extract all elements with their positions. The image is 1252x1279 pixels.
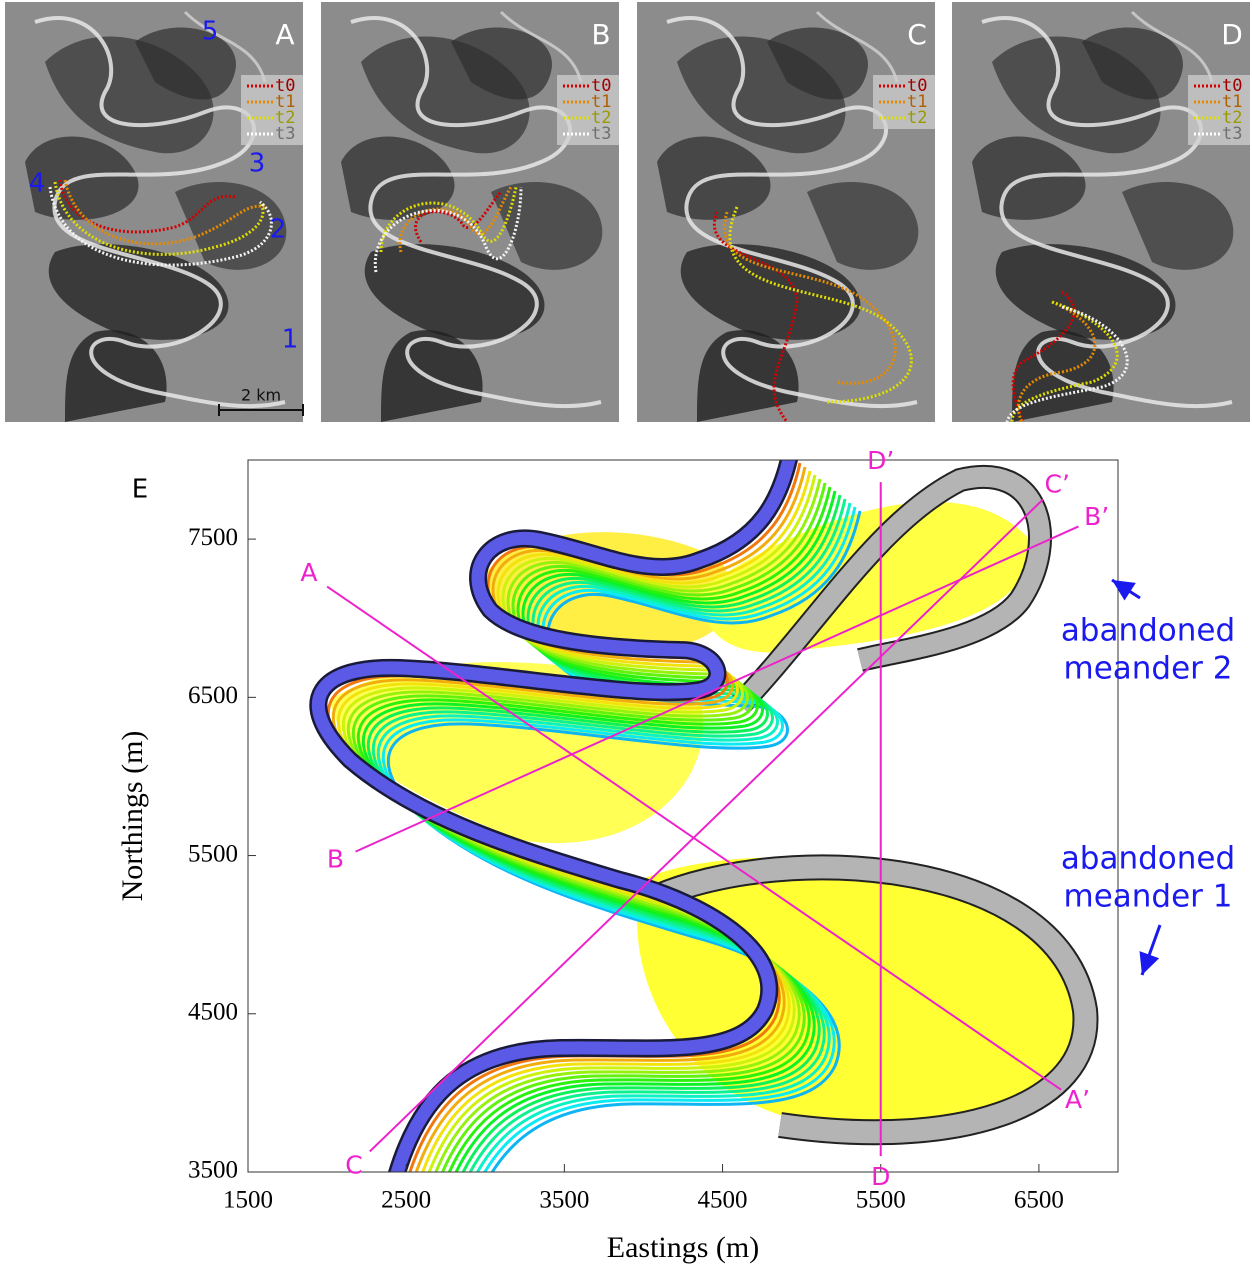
- migration-line: [377, 502, 852, 1172]
- section-label: D: [871, 1162, 890, 1191]
- axes-box: [247, 459, 1119, 1173]
- x-axis-title: Eastings (m): [607, 1231, 759, 1264]
- legend-label: t2: [907, 108, 927, 128]
- y-tick-label: 6500: [188, 682, 238, 709]
- abandoned-meander: [634, 856, 1097, 1144]
- channel-trace: [713, 211, 799, 423]
- migration-line: [337, 470, 812, 1172]
- section-label: D’: [867, 446, 894, 475]
- channel: [312, 460, 796, 1172]
- channel-trace: [379, 186, 518, 253]
- arrow-head: [1112, 580, 1136, 601]
- site-number: 4: [29, 169, 46, 199]
- migration-line: [367, 494, 842, 1172]
- legend-label: t2: [275, 108, 295, 128]
- x-tick-label: 4500: [698, 1187, 748, 1214]
- annotation: abandoned: [1061, 841, 1235, 877]
- legend-label: t2: [591, 108, 611, 128]
- migration-line: [387, 510, 862, 1172]
- panel-e: 1500 2500 3500 4500 5500 6500 3500 4500 5500 6500…: [116, 446, 1235, 1264]
- site-number: 2: [270, 215, 287, 245]
- legend-label: t1: [907, 92, 927, 112]
- satellite-image: [321, 2, 619, 422]
- legend-label: t0: [591, 76, 611, 96]
- x-tick-label: 6500: [1014, 1187, 1064, 1214]
- section-label: A’: [1065, 1085, 1090, 1114]
- legend-label: t3: [591, 124, 611, 144]
- panel-label: A: [275, 18, 294, 51]
- x-tick-label: 1500: [223, 1187, 273, 1214]
- channel-trace: [414, 190, 503, 243]
- y-tick-label: 5500: [188, 840, 238, 867]
- channel-trace: [723, 211, 897, 385]
- site-number: 1: [282, 325, 299, 355]
- panel-label: C: [907, 18, 927, 51]
- migration-line: [362, 490, 837, 1172]
- panel-label: E: [132, 475, 148, 505]
- panel-label: D: [1221, 18, 1243, 51]
- section-label: C’: [1045, 470, 1070, 499]
- satellite-image: [5, 2, 303, 422]
- section-line: [369, 498, 1044, 1153]
- channel-trace: [53, 181, 265, 256]
- x-tick-label: 5500: [856, 1187, 906, 1214]
- channel-trace: [58, 179, 236, 234]
- y-tick-label: 4500: [188, 999, 238, 1026]
- legend-label: t1: [591, 92, 611, 112]
- y-tick-label: 3500: [188, 1157, 238, 1184]
- legend-label: t1: [1222, 92, 1242, 112]
- x-tick-label: 2500: [381, 1187, 431, 1214]
- legend-label: t3: [1222, 124, 1242, 144]
- legend-label: t0: [275, 76, 295, 96]
- legend-label: t0: [1222, 76, 1242, 96]
- legend-label: t0: [907, 76, 927, 96]
- annotation: abandoned: [1061, 613, 1235, 649]
- site-number: 5: [202, 17, 219, 47]
- y-axis-title: Northings (m): [116, 731, 149, 902]
- satellite-image: [952, 2, 1250, 422]
- channel-trace: [1010, 300, 1119, 423]
- channel-trace: [1016, 300, 1097, 423]
- annotation: meander 2: [1064, 651, 1233, 687]
- x-tick-label: 3500: [539, 1187, 589, 1214]
- migration-line: [382, 506, 857, 1172]
- channel-trace: [373, 186, 523, 273]
- legend-label: t2: [1222, 108, 1242, 128]
- channel-trace: [398, 186, 513, 253]
- migration-line: [352, 482, 827, 1172]
- section-label: A: [300, 558, 317, 587]
- scale-bar-label: 2 km: [241, 386, 281, 405]
- arrow-head: [1139, 951, 1160, 975]
- point-bar: [636, 857, 1082, 1125]
- point-bar: [700, 501, 1031, 653]
- legend-label: t3: [275, 124, 295, 144]
- migration-line: [357, 486, 832, 1172]
- abandoned-meander: [732, 466, 1050, 712]
- channel-trace: [728, 206, 913, 404]
- section-label: B’: [1084, 502, 1109, 531]
- annotation: meander 1: [1064, 879, 1233, 915]
- migration-line: [372, 498, 847, 1172]
- site-number: 3: [249, 149, 266, 179]
- legend-label: t1: [275, 92, 295, 112]
- migration-line: [347, 478, 822, 1172]
- channel-trace: [1005, 305, 1129, 423]
- satellite-image: [637, 2, 935, 422]
- y-tick-label: 7500: [188, 524, 238, 551]
- section-label: B: [327, 845, 344, 874]
- section-label: C: [345, 1151, 362, 1180]
- migration-line: [342, 474, 817, 1172]
- panel-label: B: [591, 18, 610, 51]
- channel-trace: [63, 179, 266, 246]
